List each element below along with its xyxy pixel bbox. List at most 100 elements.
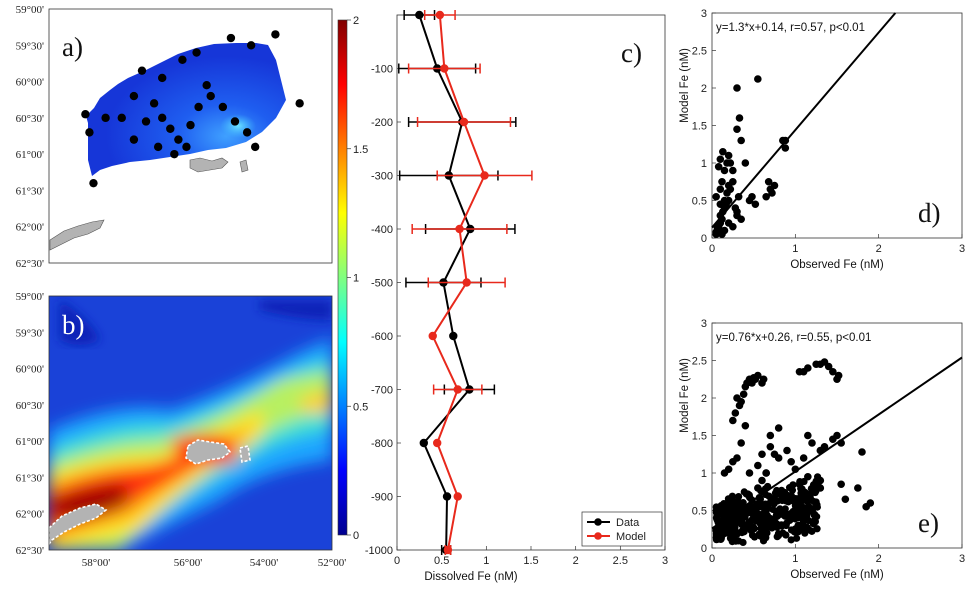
- station-dot: [166, 124, 175, 133]
- y-tick-label: 2.5: [692, 356, 707, 368]
- scatter-point: [729, 222, 737, 231]
- panel-e-scatter: e) 0 1 2 3 0 0.5 1 1.5 2 2.5 3 Observed Fe (nM) Mode…: [679, 318, 965, 581]
- scatter-point: [807, 496, 815, 504]
- data-point-model: [455, 224, 464, 234]
- y-tick-label: 3: [701, 8, 707, 20]
- colorbar-tick-label: 0: [353, 530, 359, 542]
- station-dot: [170, 149, 179, 159]
- scatter-point: [766, 442, 775, 451]
- scatter-point: [720, 166, 729, 175]
- scatter-point: [733, 84, 741, 92]
- data-point-data: [442, 492, 452, 501]
- lon-tick-b: 56°00': [174, 557, 202, 569]
- scatter-point: [759, 517, 767, 526]
- panel-a-label: a): [62, 32, 83, 62]
- lat-tick-a: 59°30': [16, 40, 44, 52]
- legend-label: Data: [616, 517, 640, 529]
- island-a-1: [189, 157, 229, 173]
- scatter-point: [783, 519, 791, 527]
- scatter-point: [726, 159, 735, 167]
- scatter-point: [778, 508, 786, 516]
- station-dot: [117, 113, 126, 123]
- lat-tick-b: 59°00': [16, 291, 44, 303]
- panel-a-lat-ticks: 59°00' 59°30' 60°00' 60°30' 61°00' 61°30' 62°0…: [16, 4, 44, 270]
- fit-annotation: y=0.76*x+0.26, r=0.55, p<0.01: [716, 332, 871, 344]
- scatter-point: [765, 517, 774, 525]
- station-dot: [129, 135, 139, 144]
- scatter-point: [739, 499, 747, 507]
- scatter-point: [774, 454, 783, 462]
- scatter-point: [741, 421, 750, 430]
- x-tick-label: 1.5: [523, 555, 538, 567]
- scatter-point: [808, 487, 816, 496]
- scatter-point: [748, 192, 756, 201]
- scatter-point: [824, 362, 833, 371]
- x-tick-label: 2.5: [613, 555, 628, 567]
- scatter-point: [760, 508, 769, 516]
- scatter-point: [866, 499, 875, 507]
- panel-d-label: d): [918, 198, 941, 228]
- y-tick-label: 2: [701, 83, 707, 95]
- scatter-point: [816, 476, 825, 485]
- scatter-point: [804, 472, 812, 481]
- scatter-point: [738, 527, 746, 535]
- scatter-point: [754, 461, 762, 470]
- scatter-point: [813, 501, 821, 509]
- scatter-point: [733, 207, 741, 216]
- scatter-point: [735, 401, 744, 410]
- island-a-2: [239, 159, 249, 173]
- station-dot: [178, 55, 187, 64]
- scatter-point: [743, 521, 751, 529]
- y-tick-label: -200: [371, 117, 393, 129]
- lat-tick-b: 61°00': [16, 436, 44, 448]
- scatter-point: [764, 177, 773, 186]
- y-tick-label: -1000: [365, 545, 393, 557]
- scatter-point: [774, 497, 782, 505]
- scatter-point: [745, 469, 754, 477]
- station-dot: [230, 117, 240, 126]
- scatter-point: [798, 523, 806, 531]
- data-point-model: [443, 545, 453, 555]
- station-dot: [226, 33, 236, 43]
- scatter-point: [834, 371, 843, 380]
- station-dot: [206, 91, 215, 101]
- x-tick-label: 3: [959, 243, 965, 255]
- regression-line: [711, 12, 897, 229]
- x-tick-label: 0: [709, 553, 715, 565]
- scatter-point: [789, 507, 797, 516]
- y-tick-label: 0.5: [692, 196, 707, 208]
- x-tick-label: 1: [792, 553, 798, 565]
- scatter-point: [733, 394, 741, 402]
- scatter-point: [729, 457, 737, 466]
- scatter-point: [833, 431, 841, 440]
- scatter-point: [716, 185, 725, 194]
- y-axis-label: Model Fe (nM): [679, 358, 691, 433]
- scatter-point: [735, 114, 744, 122]
- scatter-point: [735, 518, 743, 527]
- station-dot: [141, 117, 151, 126]
- scatter-point: [752, 507, 760, 516]
- scatter-point: [784, 498, 792, 506]
- station-dot: [158, 73, 167, 83]
- y-tick-label: 2.5: [692, 46, 707, 58]
- data-point-model: [428, 331, 437, 341]
- legend-swatch-marker: [594, 532, 602, 540]
- y-tick-label: 0.5: [692, 506, 707, 518]
- scatter-point: [754, 484, 762, 492]
- x-axis-label: Observed Fe (nM): [790, 259, 883, 271]
- scatter-point: [719, 147, 727, 156]
- scatter-point: [841, 495, 850, 504]
- colorbar-tick-label: 1: [353, 273, 359, 285]
- lon-tick-b: 58°00': [82, 557, 110, 569]
- scatter-point: [733, 501, 741, 510]
- y-tick-label: -100: [371, 64, 393, 76]
- lon-tick-b: 54°00': [250, 557, 278, 569]
- scatter-point: [731, 409, 740, 417]
- scatter-point: [858, 448, 866, 456]
- lat-tick-a: 60°00': [16, 77, 44, 89]
- lat-tick-b: 59°30': [16, 327, 44, 339]
- panel-c-profile: c) 0 0.5 1 1.5 2 2.5 3 -100 -200 -300 -400 -500 -600…: [365, 10, 668, 583]
- fit-annotation: y=1.3*x+0.14, r=0.57, p<0.01: [716, 22, 865, 34]
- scatter-point: [816, 484, 825, 492]
